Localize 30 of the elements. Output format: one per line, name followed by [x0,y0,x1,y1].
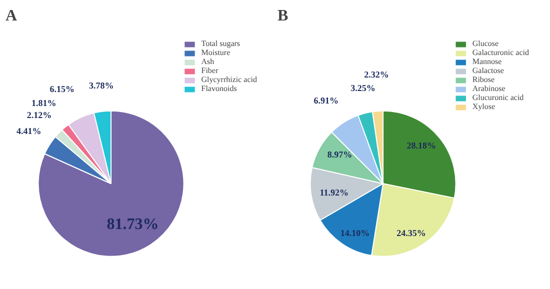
legend-label: Fiber [201,66,220,75]
legend-label: Galacturonic acid [472,48,529,57]
legend-label: Mannose [472,57,502,66]
legend-label: Glycyrrhizic acid [201,75,257,84]
data-label: 4.41% [16,126,42,136]
data-label: 3.25% [350,83,376,93]
data-label: 14.10% [340,228,370,238]
data-label: 1.81% [32,98,56,108]
legend-label: Glucuronic acid [472,93,524,102]
legend-label: Galactose [472,66,504,75]
legend-label: Arabinose [472,84,506,93]
data-label: 81.73% [106,216,159,233]
chart-title: A [6,8,18,24]
legend-label: Moisture [201,48,230,57]
data-label: 6.15% [50,84,74,94]
legend-label: Flavonoids [201,84,237,93]
data-label: 3.78% [88,80,114,91]
data-label: 8.97% [327,150,352,160]
data-label: 11.92% [320,188,348,198]
legend-label: Glucose [472,39,499,48]
data-label: 24.35% [396,228,426,238]
legend-label: Ribose [472,75,495,84]
chart-title: B [278,8,288,24]
data-label: 2.12% [26,110,52,120]
legend-label: Total sugars [201,39,240,48]
data-label: 2.32% [364,70,389,80]
legend-label: Ash [201,57,216,66]
data-label: 28.18% [406,140,436,151]
data-label: 6.91% [314,95,339,106]
legend-label: Xylose [472,102,496,111]
